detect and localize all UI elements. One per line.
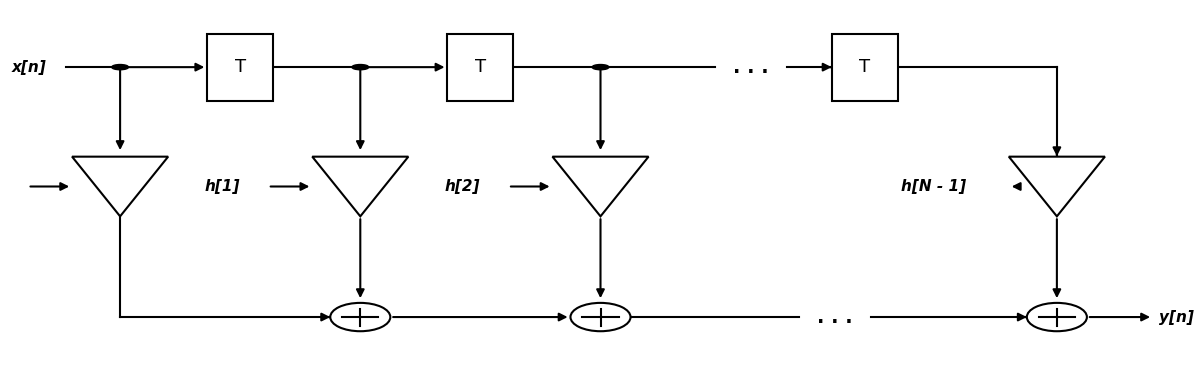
- Text: T: T: [234, 58, 246, 76]
- Circle shape: [112, 65, 129, 70]
- Polygon shape: [1009, 157, 1105, 216]
- Polygon shape: [552, 157, 649, 216]
- Polygon shape: [72, 157, 168, 216]
- Text: h[N - 1]: h[N - 1]: [901, 179, 966, 194]
- Ellipse shape: [570, 303, 631, 331]
- Bar: [831, 34, 898, 101]
- Text: x[n]: x[n]: [12, 60, 47, 75]
- Text: T: T: [859, 58, 871, 76]
- Bar: [208, 34, 274, 101]
- Text: . . .: . . .: [817, 308, 853, 326]
- Polygon shape: [312, 157, 408, 216]
- Text: . . .: . . .: [733, 58, 769, 76]
- Text: y[n]: y[n]: [1159, 310, 1194, 325]
- Text: T: T: [474, 58, 486, 76]
- Ellipse shape: [330, 303, 390, 331]
- Text: h[1]: h[1]: [204, 179, 240, 194]
- Bar: [447, 34, 514, 101]
- Circle shape: [592, 65, 609, 70]
- Circle shape: [352, 65, 369, 70]
- Ellipse shape: [1027, 303, 1087, 331]
- Text: h[2]: h[2]: [444, 179, 480, 194]
